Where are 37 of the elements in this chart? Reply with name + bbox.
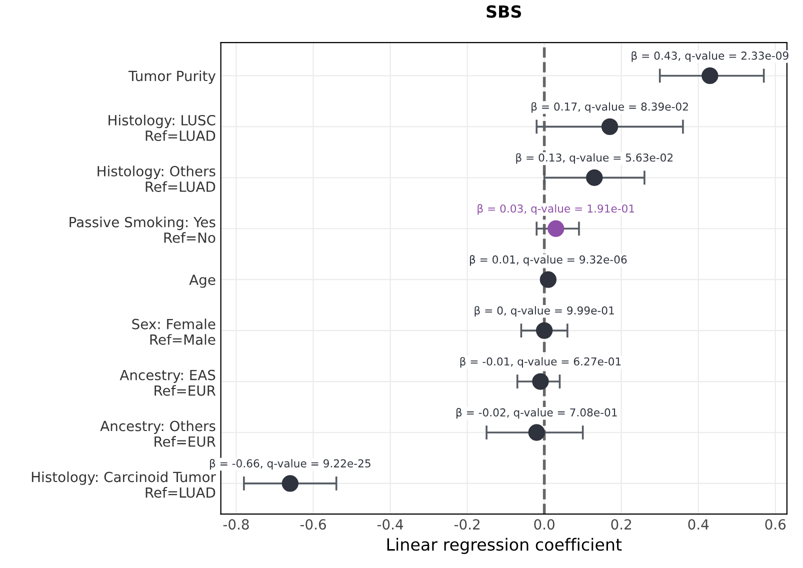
annotation: β = -0.66, q-value = 9.22e-25 — [210, 459, 370, 470]
point — [548, 220, 564, 237]
point — [282, 475, 298, 492]
annotation: β = 0.03, q-value = 1.91e-01 — [478, 204, 634, 215]
annotation: β = 0.17, q-value = 8.39e-02 — [532, 102, 688, 113]
point — [702, 67, 718, 84]
x-tick-label: -0.8 — [223, 519, 249, 530]
annotation: β = -0.01, q-value = 6.27e-01 — [460, 357, 621, 368]
x-tick-label: 0.2 — [611, 519, 631, 530]
y-tick-label: Histology: LUSC Ref=LUAD — [108, 114, 216, 141]
y-tick-label: Histology: Others Ref=LUAD — [98, 166, 216, 192]
annotation: β = 0.43, q-value = 2.33e-09 — [632, 51, 788, 62]
x-tick-label: 0.4 — [688, 519, 709, 530]
annotation: β = -0.02, q-value = 7.08e-01 — [456, 408, 617, 419]
x-tick-label: 0.0 — [534, 519, 554, 530]
annotation: β = 0, q-value = 9.99e-01 — [474, 306, 614, 317]
x-tick-label: -0.4 — [377, 519, 404, 530]
y-tick-label: Ancestry: Others Ref=EUR — [100, 420, 216, 447]
y-tick-label: Sex: Female Ref=Male — [132, 318, 216, 345]
chart-title: SBS — [486, 5, 522, 18]
y-tick-label: Ancestry: EAS Ref=EUR — [120, 370, 216, 396]
y-tick-label: Tumor Purity — [128, 70, 216, 84]
point — [601, 118, 618, 136]
x-tick-label: -0.6 — [300, 519, 326, 530]
x-axis-title: Linear regression coefficient — [387, 538, 622, 554]
annotation: β = 0.01, q-value = 9.32e-06 — [470, 255, 627, 266]
y-tick-label: Passive Smoking: Yes Ref=No — [70, 216, 216, 243]
y-tick-label: Age — [189, 274, 216, 288]
x-tick-label: -0.2 — [454, 519, 480, 530]
annotation: β = 0.13, q-value = 5.63e-02 — [516, 153, 673, 164]
point — [536, 322, 553, 339]
y-tick-label: Histology: Carcinoid Tumor Ref=LUAD — [32, 471, 216, 498]
point — [540, 271, 557, 288]
point — [528, 424, 545, 441]
point — [586, 169, 603, 186]
x-tick-label: 0.6 — [765, 519, 786, 530]
point — [532, 373, 549, 390]
